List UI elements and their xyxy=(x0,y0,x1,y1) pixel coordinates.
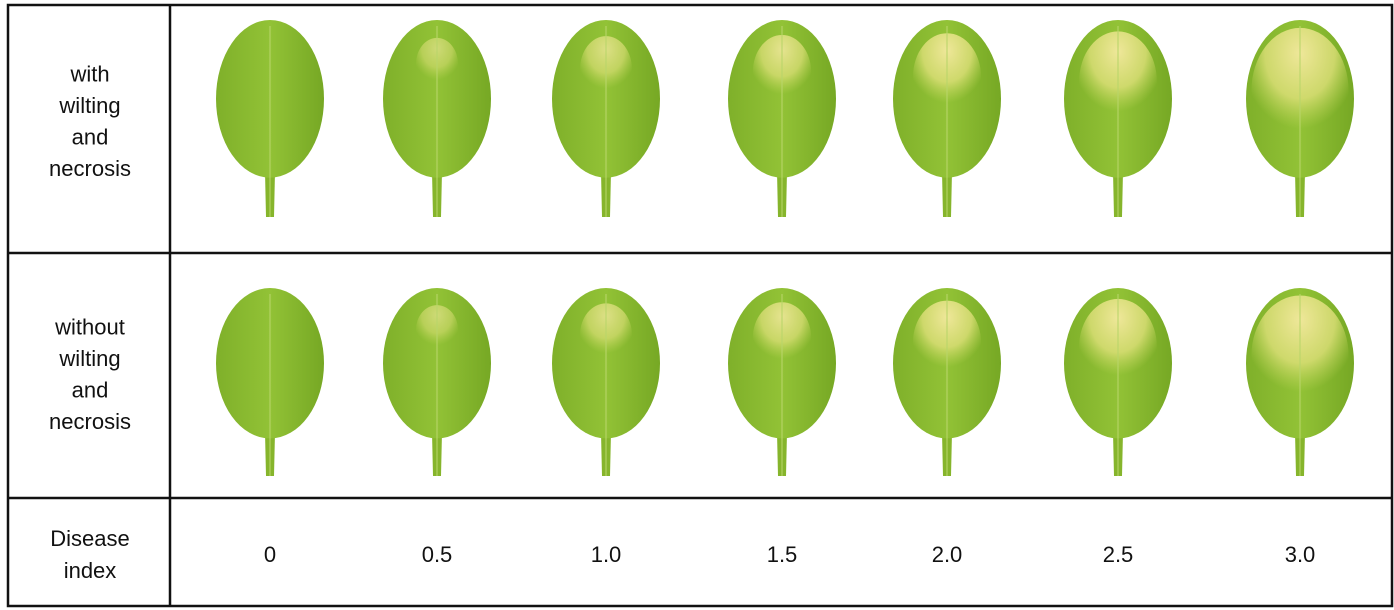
leaf xyxy=(383,288,491,476)
disease-index-value: 3.0 xyxy=(1285,542,1316,567)
row-label: and xyxy=(72,378,109,403)
disease-index-value: 1.5 xyxy=(767,542,798,567)
leaf xyxy=(893,20,1001,217)
row-label: index xyxy=(64,558,117,583)
leaf xyxy=(552,288,660,476)
leaf xyxy=(216,288,324,476)
leaf xyxy=(728,288,836,476)
leaf xyxy=(1246,20,1354,217)
leaf xyxy=(552,20,660,217)
leaf xyxy=(216,20,324,217)
row-label: wilting xyxy=(58,93,120,118)
row-label: and xyxy=(72,125,109,150)
table-border xyxy=(6,3,1394,608)
leaf xyxy=(1246,288,1354,476)
leaf xyxy=(893,288,1001,476)
row-label: necrosis xyxy=(49,156,131,181)
disease-index-value: 1.0 xyxy=(591,542,622,567)
disease-index-value: 0.5 xyxy=(422,542,453,567)
disease-index-value: 0 xyxy=(264,542,276,567)
row-label: wilting xyxy=(58,346,120,371)
row-label: without xyxy=(54,315,125,340)
disease-index-value: 2.5 xyxy=(1103,542,1134,567)
leaf xyxy=(728,20,836,217)
row-label: with xyxy=(69,62,109,87)
disease-index-value: 2.0 xyxy=(932,542,963,567)
row-label: necrosis xyxy=(49,409,131,434)
leaf xyxy=(383,20,491,217)
leaf xyxy=(1064,20,1172,217)
leaf xyxy=(1064,288,1172,476)
row-label: Disease xyxy=(50,526,129,551)
